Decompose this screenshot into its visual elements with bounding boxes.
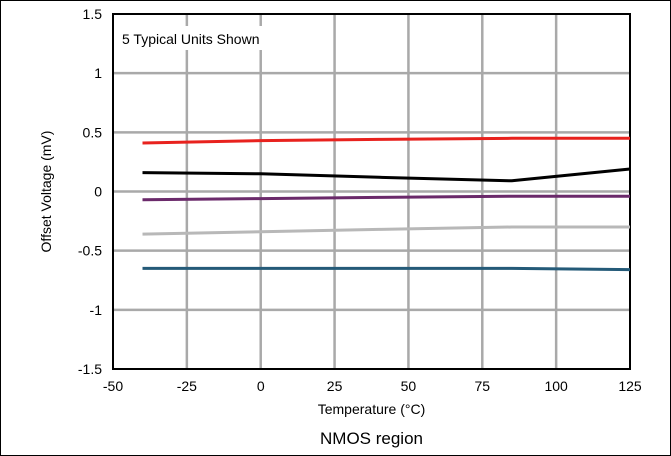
y-tick-label: 0 bbox=[94, 184, 102, 200]
series-lines bbox=[142, 136, 631, 272]
series-line-4 bbox=[142, 225, 630, 236]
annotation-text: 5 Typical Units Shown bbox=[122, 31, 259, 47]
series-line-2 bbox=[142, 167, 631, 183]
chart-caption: NMOS region bbox=[320, 429, 423, 448]
y-tick-label: 0.5 bbox=[83, 124, 103, 140]
series-line-5 bbox=[142, 266, 631, 272]
x-tick-label: 125 bbox=[618, 378, 642, 394]
y-tick-labels: 1.5 1 0.5 0 -0.5 -1 -1.5 bbox=[78, 6, 102, 377]
y-tick-label: -0.5 bbox=[78, 243, 102, 259]
plot-border bbox=[112, 13, 631, 370]
x-tick-label: 25 bbox=[327, 378, 343, 394]
y-tick-label: -1 bbox=[90, 302, 103, 318]
series-line-3 bbox=[142, 194, 630, 202]
y-tick-label: 1 bbox=[94, 65, 102, 81]
x-axis-title: Temperature (°C) bbox=[318, 401, 426, 417]
y-tick-label: -1.5 bbox=[78, 361, 102, 377]
x-tick-label: 50 bbox=[401, 378, 417, 394]
x-tick-label: -50 bbox=[103, 378, 123, 394]
x-tick-label: -25 bbox=[177, 378, 197, 394]
x-tick-label: 75 bbox=[474, 378, 490, 394]
grid-lines bbox=[113, 14, 630, 369]
y-axis-title: Offset Voltage (mV) bbox=[38, 131, 54, 253]
annotation-background bbox=[116, 26, 316, 50]
x-tick-label: 0 bbox=[257, 378, 265, 394]
series-line-1 bbox=[142, 136, 630, 145]
y-tick-label: 1.5 bbox=[83, 6, 103, 22]
x-tick-label: 100 bbox=[544, 378, 568, 394]
x-tick-labels: -50 -25 0 25 50 75 100 125 bbox=[103, 378, 642, 394]
